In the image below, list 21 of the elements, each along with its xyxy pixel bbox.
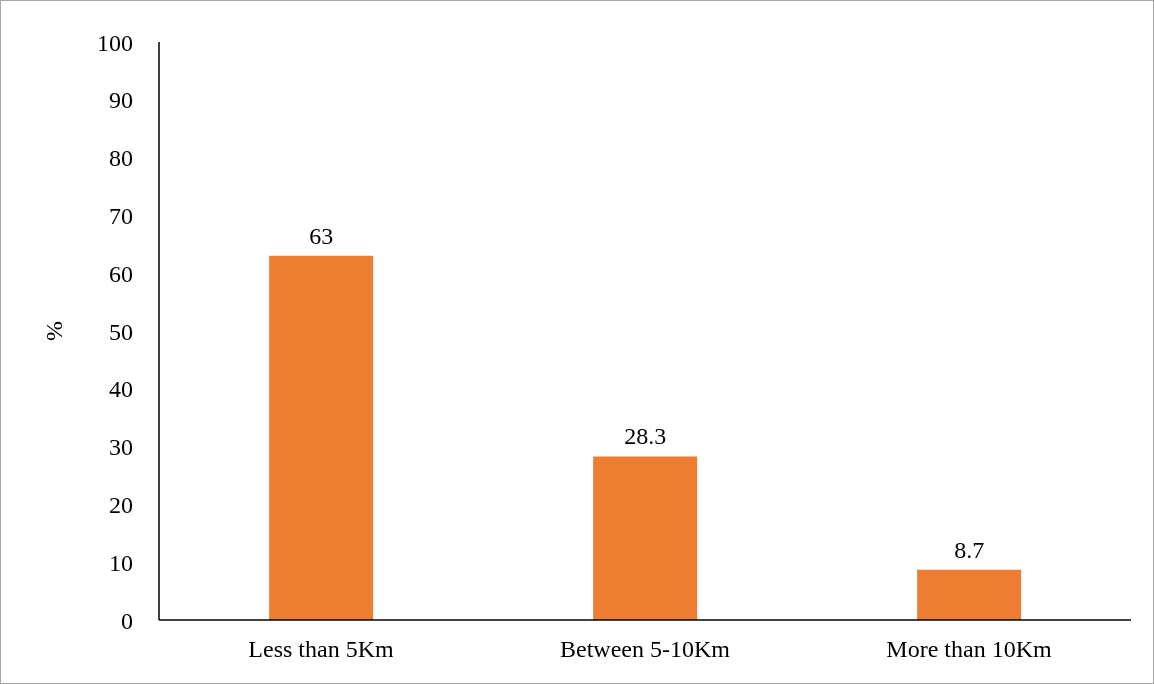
y-tick-label: 40 <box>109 376 133 403</box>
bar <box>917 569 1022 620</box>
bar <box>593 456 698 620</box>
data-label: 63 <box>309 222 334 249</box>
bar <box>269 255 374 620</box>
y-tick-label: 80 <box>109 145 133 172</box>
x-tick-label: Less than 5Km <box>248 636 394 663</box>
y-tick-label: 70 <box>109 202 133 229</box>
y-tick-label: 10 <box>109 549 133 576</box>
data-label: 28.3 <box>624 423 667 450</box>
y-axis-title: % <box>40 321 67 341</box>
y-tick-label: 30 <box>109 434 133 461</box>
x-tick-label: Between 5-10Km <box>560 636 731 663</box>
y-tick-label: 100 <box>97 29 133 56</box>
data-label: 8.7 <box>954 536 985 563</box>
y-tick-label: 0 <box>121 607 133 634</box>
y-tick-label: 20 <box>109 491 133 518</box>
y-tick-label: 50 <box>109 318 133 345</box>
y-tick-label: 60 <box>109 260 133 287</box>
x-tick-label: More than 10Km <box>886 636 1052 663</box>
y-tick-label: 90 <box>109 87 133 114</box>
